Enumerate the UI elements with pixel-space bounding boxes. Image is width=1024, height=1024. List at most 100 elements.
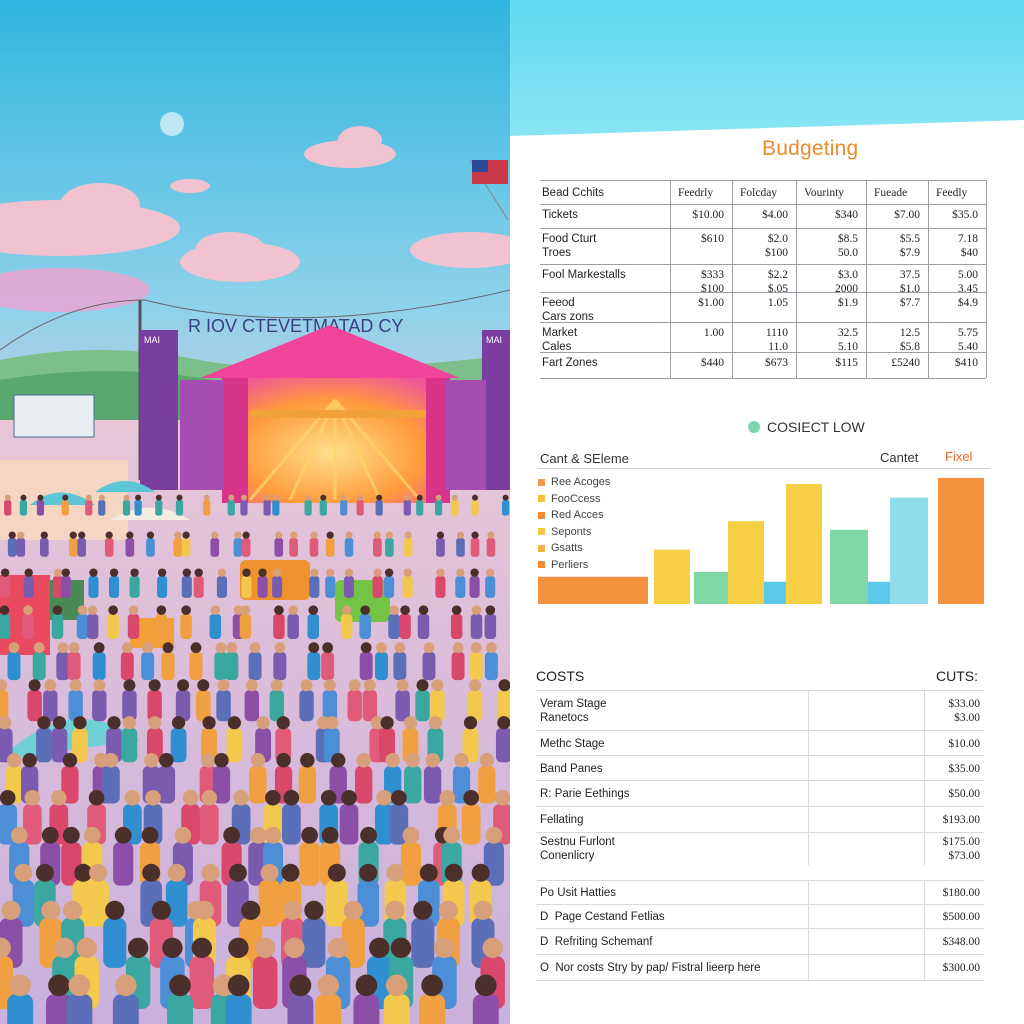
- cost-row-amount: $175.00 $73.00: [942, 836, 980, 862]
- crowd-person-head: [274, 642, 286, 654]
- crowd-person: [469, 652, 483, 681]
- crowd-person-head: [194, 568, 203, 577]
- crowd-person: [146, 538, 155, 557]
- crowd-person: [181, 576, 192, 598]
- crowd-person: [199, 804, 219, 845]
- crowd-person: [302, 918, 326, 968]
- table-cell: $10.00: [692, 209, 724, 221]
- crowd-person: [375, 652, 388, 681]
- crowd-person-head: [425, 753, 440, 768]
- crowd-person: [304, 500, 312, 516]
- crowd-person: [355, 766, 373, 804]
- cost-row-divider: [924, 807, 925, 833]
- table-cell: 1.00: [703, 327, 724, 339]
- crowd-person: [325, 538, 335, 557]
- crowd-person: [173, 538, 183, 557]
- crowd-person: [375, 500, 383, 516]
- cost-row-amount: $35.00: [948, 762, 980, 775]
- cost-row-divider: [924, 955, 925, 981]
- crowd-person: [263, 500, 271, 516]
- crowd-person-head: [463, 789, 479, 806]
- crowd-person: [461, 804, 481, 845]
- crowd-person: [309, 576, 320, 598]
- crowd-person-head: [144, 753, 159, 768]
- crowd-person: [0, 614, 11, 639]
- cost-row-divider: [924, 731, 925, 756]
- crowd-person: [272, 500, 280, 516]
- crowd-person: [68, 538, 78, 557]
- crowd-person-head: [326, 568, 335, 577]
- crowd-person-head: [0, 568, 10, 577]
- crowd-person-head: [76, 937, 97, 959]
- crowd-person-head: [103, 753, 119, 768]
- crowd-person: [462, 728, 479, 763]
- crowd-person-head: [327, 937, 349, 959]
- crowd-person: [299, 842, 320, 886]
- crowd-person-head: [167, 863, 186, 882]
- crowd-person-head: [321, 826, 339, 844]
- crowd-person-head: [162, 642, 174, 654]
- crowd-person: [36, 500, 45, 516]
- crowd-person: [77, 538, 87, 557]
- crowd-person: [175, 500, 184, 516]
- crowd-person-head: [197, 679, 210, 692]
- crowd-person: [196, 690, 211, 722]
- crowd-person-head: [93, 679, 106, 692]
- table-header-cell: Feedly: [936, 187, 968, 199]
- series-label: Ree Acoges: [551, 476, 611, 488]
- crowd-person-head: [127, 937, 149, 959]
- crowd-person-head: [108, 605, 118, 615]
- crowd-person: [298, 766, 316, 804]
- crowd-person-head: [159, 753, 174, 768]
- table-cell: $4.00: [762, 209, 788, 221]
- cost-row: Fellating $193.00: [536, 806, 984, 833]
- crowd-person-head: [274, 605, 284, 615]
- crowd-person-head: [436, 568, 445, 577]
- crowd-person: [121, 728, 138, 763]
- crowd-person: [227, 500, 235, 516]
- crowd-person: [76, 614, 89, 639]
- food-truck: [13, 394, 95, 438]
- table-cell: $115: [835, 357, 858, 369]
- crowd-person: [325, 576, 336, 598]
- crowd-person-head: [250, 753, 266, 768]
- crowd-person-head: [494, 789, 510, 806]
- crowd-person-head: [289, 974, 312, 997]
- cost-row: Methc Stage $10.00: [536, 730, 984, 756]
- crowd-person: [435, 576, 446, 598]
- table-header-cell: Feedrly: [678, 187, 714, 199]
- chart-header-left: Cant & SEleme: [540, 451, 629, 466]
- crowd-person-head: [385, 531, 393, 539]
- crowd-person: [359, 614, 371, 639]
- cost-row-divider: [924, 833, 925, 865]
- crowd-person: [467, 690, 483, 722]
- crowd-person-head: [380, 716, 394, 730]
- crowd-person: [417, 614, 430, 639]
- crowd-person: [315, 994, 342, 1024]
- series-label: Red Acces: [551, 509, 604, 521]
- crowd-person: [322, 690, 338, 722]
- crowd-person: [22, 804, 42, 845]
- chart-bar: [728, 521, 764, 604]
- crowd-person-head: [8, 531, 16, 539]
- chart-bar: [868, 581, 890, 604]
- crowd-person: [239, 614, 252, 639]
- crowd-person: [51, 728, 68, 763]
- crowd-person-head: [344, 568, 354, 577]
- crowd-person-head: [403, 568, 412, 577]
- cost-row-name: Po Usit Hatties: [540, 887, 617, 899]
- crowd-person: [470, 614, 483, 639]
- table-row-line: [540, 228, 986, 229]
- crowd-person-head: [33, 642, 45, 654]
- crowd-person: [120, 652, 134, 681]
- crowd-person-head: [146, 531, 155, 539]
- crowd-person-head: [479, 753, 494, 768]
- crowd-person-head: [431, 679, 444, 692]
- crowd-person: [249, 766, 267, 804]
- crowd-person: [307, 652, 321, 681]
- chart-divider: [538, 468, 990, 469]
- crowd-person: [27, 690, 42, 722]
- chart-bar: [830, 529, 868, 604]
- crowd-person-head: [242, 568, 251, 577]
- series-legend-item: Perliers: [538, 559, 588, 571]
